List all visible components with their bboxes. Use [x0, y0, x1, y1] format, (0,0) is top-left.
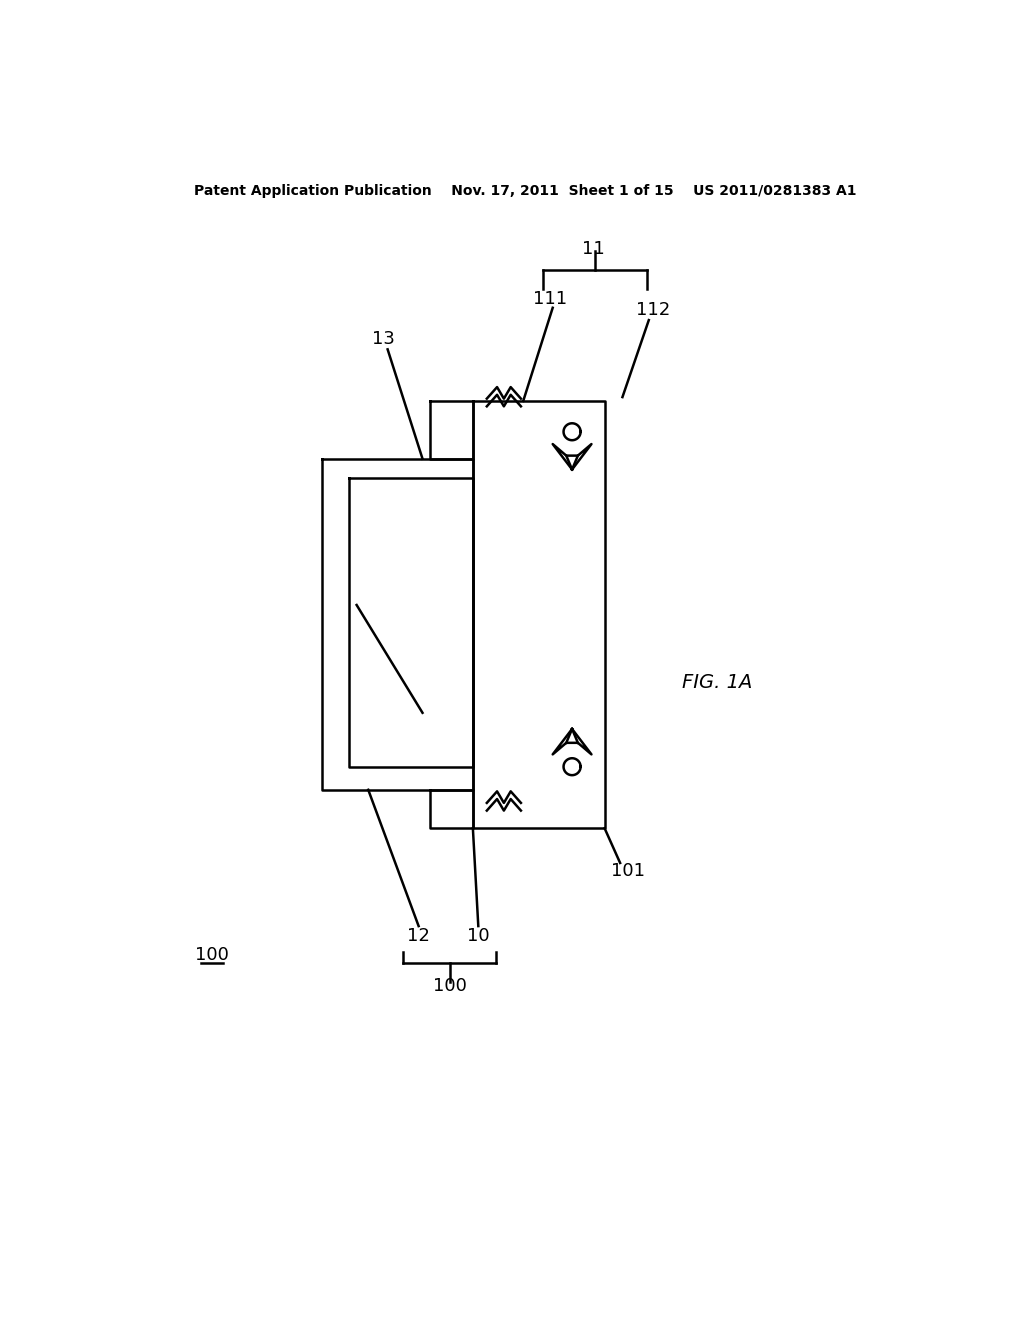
Text: 10: 10 [467, 927, 489, 945]
Text: 100: 100 [433, 977, 467, 995]
Text: Patent Application Publication    Nov. 17, 2011  Sheet 1 of 15    US 2011/028138: Patent Application Publication Nov. 17, … [194, 183, 856, 198]
Text: 11: 11 [582, 240, 604, 259]
Text: 12: 12 [408, 927, 430, 945]
Text: 112: 112 [636, 301, 671, 319]
Text: FIG. 1A: FIG. 1A [682, 672, 753, 692]
Text: 101: 101 [611, 862, 645, 879]
Text: 111: 111 [534, 289, 567, 308]
Text: 100: 100 [195, 946, 228, 965]
Text: 13: 13 [373, 330, 395, 348]
